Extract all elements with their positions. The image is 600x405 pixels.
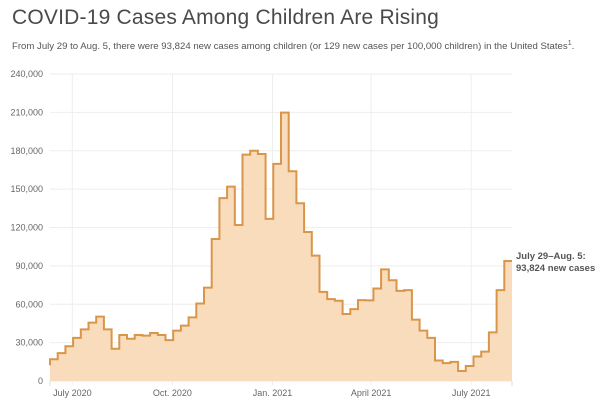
y-tick-label: 120,000 [10,223,43,233]
week-step [119,335,127,381]
week-step [335,301,343,381]
week-step [196,303,204,381]
week-step [412,320,420,381]
week-step [212,239,220,381]
week-step [189,317,197,381]
y-tick-label: 90,000 [15,261,43,271]
x-tick-label: July 2020 [53,388,92,398]
y-tick-label: 180,000 [10,146,43,156]
chart-title: COVID-19 Cases Among Children Are Rising [12,6,440,29]
week-step [489,332,497,381]
week-step [350,309,358,381]
week-step [373,289,381,381]
week-step [289,171,297,381]
week-step [250,151,258,381]
subtitle-text: From July 29 to Aug. 5, there were 93,82… [12,41,568,53]
annotation-line-2: 93,824 new cases [516,263,595,274]
week-step [258,154,266,381]
week-step [65,346,73,381]
week-step [58,353,66,381]
y-tick-label: 60,000 [15,299,43,309]
week-step [343,314,351,381]
week-step [181,326,189,381]
week-step [435,361,443,381]
x-tick-label: April 2021 [351,388,392,398]
annotation-line-1: July 29–Aug. 5: [516,251,586,262]
week-step [443,363,451,381]
week-step [142,336,150,381]
week-step [96,317,104,381]
footnote-marker[interactable]: 1 [567,40,572,47]
week-step [273,164,281,381]
week-step [474,356,482,381]
week-step [219,198,227,381]
week-step [466,366,474,381]
y-tick-label: 150,000 [10,184,43,194]
week-step [397,291,405,381]
week-step [312,256,320,381]
week-step [158,335,166,381]
y-tick-label: 240,000 [10,69,43,79]
week-step [497,290,505,381]
week-step [458,371,466,381]
week-step [504,261,512,381]
week-step [389,280,397,381]
y-tick-label: 30,000 [15,338,43,348]
week-step [89,323,97,381]
y-tick-label: 0 [38,376,43,386]
week-step [420,331,428,381]
week-step [320,292,328,381]
week-step [135,335,143,381]
week-step [358,300,366,381]
week-step [112,349,120,381]
x-tick-label: Oct. 2020 [153,388,192,398]
y-axis: 0 30,000 60,000 90,000 120,000 150,000 180,000… [10,69,43,386]
week-step [227,187,235,381]
week-step [173,331,181,381]
week-step [127,339,135,381]
week-step [450,362,458,381]
y-tick-label: 210,000 [10,107,43,117]
cases-line [49,111,512,373]
week-step [235,225,243,381]
x-axis: July 2020 Oct. 2020 Jan. 2021 April 2021 Jul… [49,381,513,398]
week-step [204,288,212,381]
week-step [73,338,81,381]
week-step [381,269,389,381]
cases-area [50,112,512,382]
week-step [166,340,174,381]
week-step [404,290,412,381]
x-tick-label: Jan. 2021 [253,388,293,398]
week-step [81,329,89,381]
week-step [327,299,335,381]
week-step [296,203,304,381]
week-step [266,219,274,381]
week-step [427,338,435,381]
week-step [50,359,58,381]
x-tick-label: July 2021 [452,388,491,398]
week-step [304,232,312,381]
week-step [366,300,374,381]
week-step [150,333,158,381]
week-step [281,113,289,381]
week-step [104,329,112,381]
week-step [481,352,489,381]
weekly-steps [50,113,512,381]
chart-subtitle: From July 29 to Aug. 5, there were 93,82… [12,40,574,52]
week-step [243,155,251,381]
subtitle-end: . [571,41,575,53]
